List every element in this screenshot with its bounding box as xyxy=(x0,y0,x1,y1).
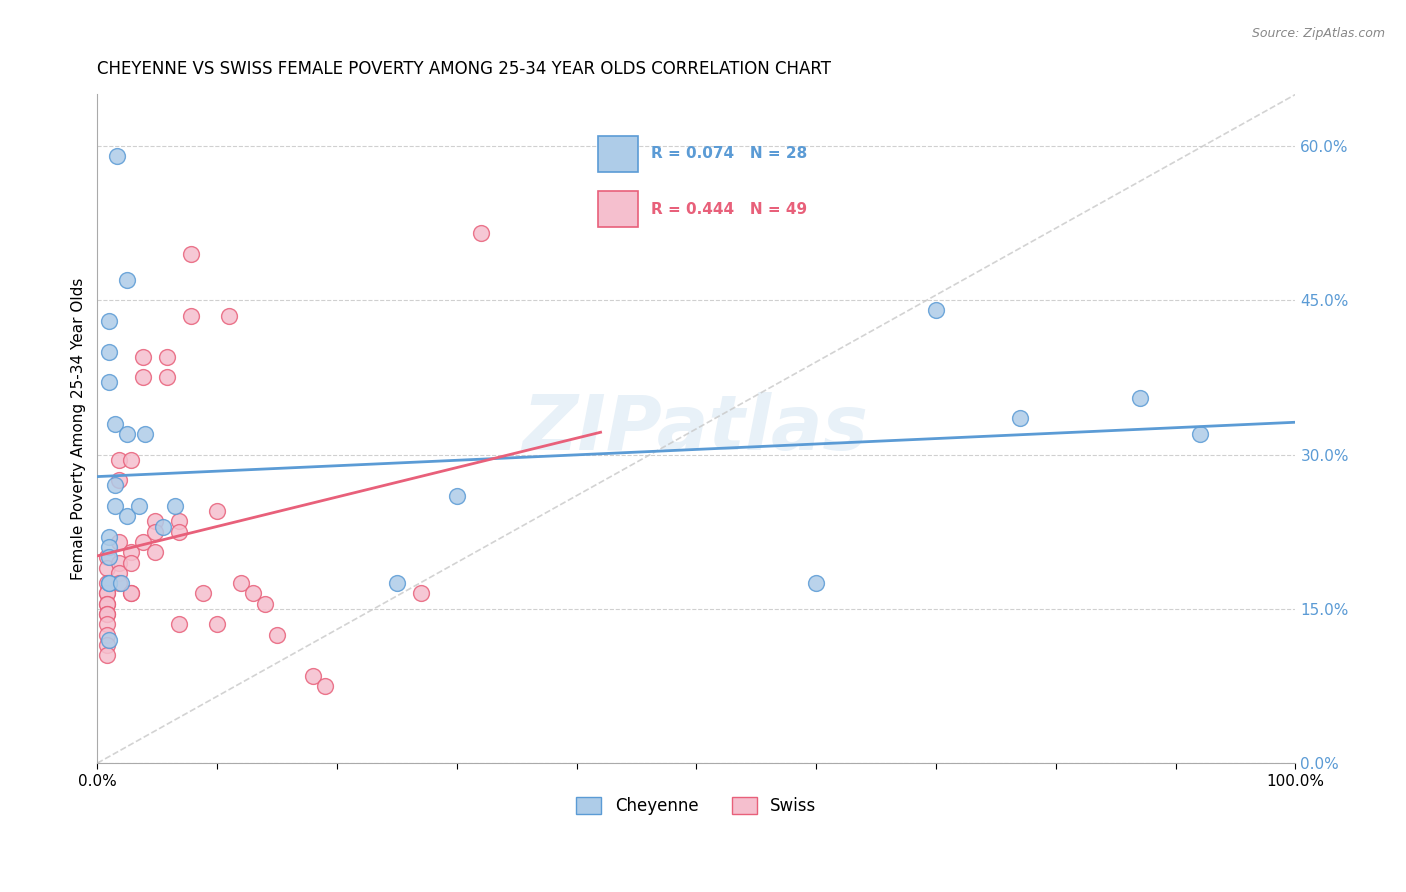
Legend: Cheyenne, Swiss: Cheyenne, Swiss xyxy=(569,790,823,822)
Point xyxy=(167,524,190,539)
Text: CHEYENNE VS SWISS FEMALE POVERTY AMONG 25-34 YEAR OLDS CORRELATION CHART: CHEYENNE VS SWISS FEMALE POVERTY AMONG 2… xyxy=(97,60,831,78)
Point xyxy=(96,597,118,611)
Point xyxy=(1188,426,1211,441)
Point xyxy=(96,597,118,611)
Point xyxy=(117,426,139,441)
Point xyxy=(1008,411,1031,425)
Text: ZIPatlas: ZIPatlas xyxy=(523,392,869,466)
Point xyxy=(205,617,228,632)
Point xyxy=(132,535,155,549)
Point xyxy=(180,247,202,261)
Point xyxy=(96,627,118,641)
Point xyxy=(180,309,202,323)
Point xyxy=(446,489,468,503)
Point xyxy=(128,499,150,513)
Point xyxy=(96,607,118,621)
Point xyxy=(156,350,179,364)
Point xyxy=(110,576,132,591)
Y-axis label: Female Poverty Among 25-34 Year Olds: Female Poverty Among 25-34 Year Olds xyxy=(72,277,86,580)
Point xyxy=(218,309,240,323)
Point xyxy=(98,632,121,647)
Point xyxy=(96,576,118,591)
Point xyxy=(108,535,131,549)
Point xyxy=(242,586,264,600)
Point xyxy=(302,668,325,682)
Point xyxy=(1129,391,1152,405)
Point xyxy=(806,576,828,591)
Point xyxy=(96,586,118,600)
Point xyxy=(470,227,492,241)
Point xyxy=(132,370,155,384)
Point xyxy=(143,514,166,528)
Point xyxy=(98,314,121,328)
Point xyxy=(105,149,128,163)
Point xyxy=(98,344,121,359)
Point xyxy=(120,586,142,600)
Point xyxy=(120,545,142,559)
Point xyxy=(98,540,121,554)
Text: Source: ZipAtlas.com: Source: ZipAtlas.com xyxy=(1251,27,1385,40)
Point xyxy=(104,417,127,431)
Point xyxy=(96,550,118,565)
Point xyxy=(96,586,118,600)
Point xyxy=(143,524,166,539)
Point xyxy=(156,370,179,384)
Point xyxy=(152,519,174,533)
Point xyxy=(229,576,252,591)
Point xyxy=(96,560,118,574)
Point xyxy=(254,597,277,611)
Point xyxy=(143,545,166,559)
Point xyxy=(108,566,131,580)
Point xyxy=(98,576,121,591)
Point xyxy=(167,514,190,528)
Point xyxy=(108,473,131,487)
Point xyxy=(96,607,118,621)
Point xyxy=(104,499,127,513)
Point xyxy=(925,303,948,318)
Point xyxy=(266,627,288,641)
Point xyxy=(96,648,118,662)
Point xyxy=(108,556,131,570)
Point xyxy=(120,452,142,467)
Point xyxy=(314,679,336,693)
Point xyxy=(167,617,190,632)
Point xyxy=(409,586,432,600)
Point xyxy=(117,509,139,524)
Point xyxy=(205,504,228,518)
Point xyxy=(104,478,127,492)
Point xyxy=(96,638,118,652)
Point xyxy=(98,576,121,591)
Point xyxy=(117,272,139,286)
Point xyxy=(98,530,121,544)
Point xyxy=(165,499,187,513)
Point xyxy=(191,586,214,600)
Point xyxy=(108,576,131,591)
Point xyxy=(98,376,121,390)
Point xyxy=(385,576,408,591)
Point xyxy=(96,617,118,632)
Point xyxy=(134,426,156,441)
Point xyxy=(108,452,131,467)
Point xyxy=(98,550,121,565)
Point xyxy=(120,586,142,600)
Point xyxy=(120,556,142,570)
Point xyxy=(132,350,155,364)
